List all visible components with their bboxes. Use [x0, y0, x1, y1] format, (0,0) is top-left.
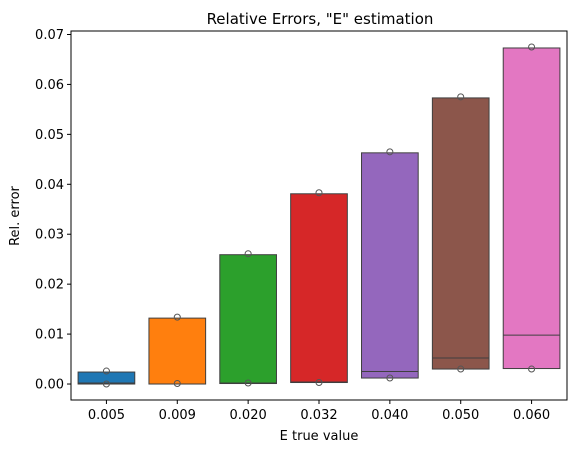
box: [148, 317, 207, 385]
box: [77, 371, 136, 385]
outlier-point: [244, 250, 252, 258]
plot-frame: [70, 30, 568, 401]
y-tick-label: 0.03: [35, 228, 64, 243]
box: [219, 254, 277, 385]
y-tick-label: 0.01: [35, 328, 64, 343]
box-group-0.060: [502, 43, 561, 373]
x-tick-label: 0.005: [88, 408, 125, 423]
box: [431, 97, 490, 370]
outlier-point: [386, 374, 394, 382]
outlier-point: [528, 43, 536, 51]
chart-title: Relative Errors, "E" estimation: [207, 10, 434, 28]
outlier-point: [315, 189, 323, 197]
y-axis-title: Rel. error: [8, 185, 23, 245]
x-axis: 0.005 0.009 0.020 0.032 0.040 0.050 0.060: [88, 400, 550, 423]
box-group-0.050: [431, 93, 490, 373]
x-tick-label: 0.020: [230, 408, 267, 423]
y-tick-label: 0.00: [35, 378, 64, 393]
x-tick-label: 0.060: [513, 408, 550, 423]
x-axis-title: E true value: [280, 429, 359, 444]
outlier-point: [386, 148, 394, 156]
y-tick-label: 0.06: [35, 78, 64, 93]
y-tick-label: 0.02: [35, 278, 64, 293]
outlier-point: [457, 93, 465, 101]
box-group-0.005: [77, 367, 136, 388]
x-tick-label: 0.009: [159, 408, 196, 423]
box-group-0.040: [361, 148, 419, 382]
outlier-point: [244, 379, 252, 387]
outlier-point: [457, 365, 465, 373]
outlier-point: [102, 367, 110, 375]
x-tick-label: 0.032: [300, 408, 337, 423]
x-tick-label: 0.050: [442, 408, 479, 423]
y-tick-label: 0.05: [35, 128, 64, 143]
box: [361, 152, 419, 379]
box-group-0.032: [290, 189, 348, 387]
outlier-point: [315, 379, 323, 387]
box-group-0.009: [148, 313, 207, 388]
box: [502, 47, 561, 370]
outlier-point: [528, 365, 536, 373]
outlier-point: [102, 380, 110, 388]
y-tick-label: 0.07: [35, 28, 64, 43]
boxes-layer: [77, 43, 561, 388]
box-group-0.020: [219, 250, 277, 387]
y-tick-label: 0.04: [35, 178, 64, 193]
x-tick-label: 0.040: [371, 408, 408, 423]
box: [290, 193, 348, 384]
y-axis: 0.00 0.01 0.02 0.03 0.04 0.05 0.06 0.07: [35, 28, 71, 393]
outlier-point: [173, 380, 181, 388]
outlier-point: [173, 313, 181, 321]
